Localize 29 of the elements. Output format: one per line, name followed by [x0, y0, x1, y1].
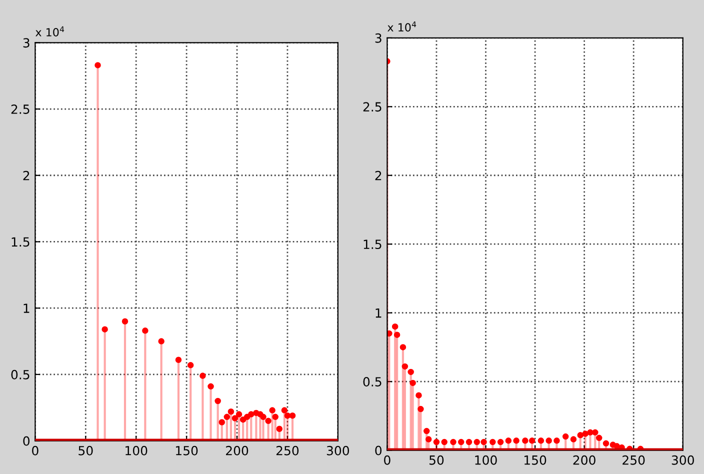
- y-tick-label: 1.5: [364, 240, 382, 250]
- x-tick-label: 50: [78, 446, 93, 456]
- x-tick-label: 50: [429, 455, 444, 465]
- x-tick-label: 250: [276, 446, 299, 456]
- x-tick-label: 150: [524, 455, 546, 465]
- y-tick-label: 0.5: [11, 370, 30, 380]
- y-tick-label: 0.5: [363, 377, 382, 386]
- y-tick-label: 1: [376, 308, 382, 318]
- x-tick-label: 0: [32, 446, 38, 456]
- x-tick-label: 300: [326, 446, 350, 456]
- x-tick-label: 250: [622, 455, 645, 465]
- y-tick-label: 3: [375, 33, 382, 43]
- y-tick-label: 0: [23, 436, 30, 446]
- y-tick-label: 2.5: [11, 104, 30, 114]
- x-tick-label: 100: [126, 446, 148, 456]
- x-tick-label: 300: [672, 455, 694, 465]
- x-tick-label: 200: [573, 455, 596, 465]
- x-tick-label: 150: [176, 446, 198, 456]
- y-tick-label: 2: [23, 170, 30, 180]
- text: x 10$^{4}$: [36, 26, 64, 36]
- y-tick-label: 3: [23, 38, 30, 48]
- y-tick-label: 1.5: [12, 237, 30, 247]
- y-tick-label: 2.5: [363, 102, 382, 112]
- x-tick-label: 100: [475, 455, 497, 465]
- y-tick-label: 2: [375, 170, 382, 180]
- y-tick-label: 1: [24, 304, 30, 313]
- text: x 10$^{4}$: [388, 21, 416, 32]
- x-tick-label: 200: [226, 446, 248, 456]
- x-tick-label: 0: [384, 455, 390, 465]
